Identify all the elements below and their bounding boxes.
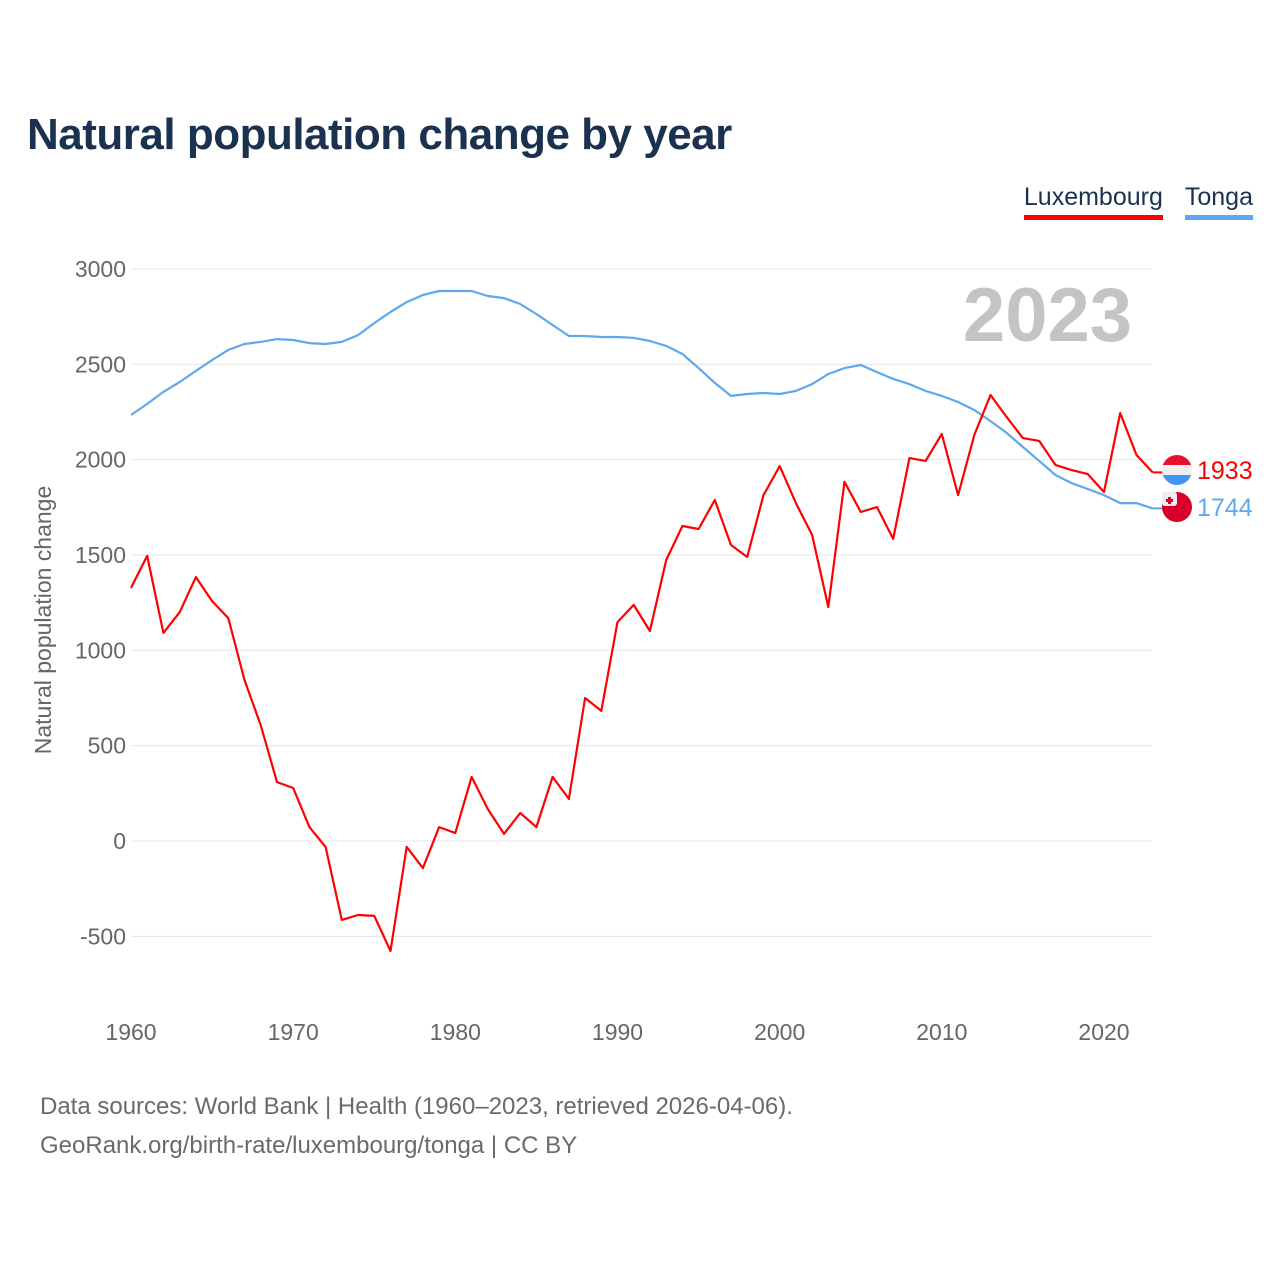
x-tick-label: 1970	[268, 1019, 319, 1045]
x-tick-label: 2020	[1078, 1019, 1129, 1045]
legend-tonga[interactable]: Tonga	[1184, 183, 1253, 220]
series-line-luxembourg	[130, 393, 1154, 953]
end-value-label: 1744	[1197, 494, 1253, 522]
x-tick-label: 2000	[754, 1019, 805, 1045]
x-tick-label: 1960	[105, 1019, 156, 1045]
y-tick-label: 1500	[75, 542, 126, 568]
flag-luxembourg-icon	[1162, 465, 1192, 475]
x-tick-label: 1980	[430, 1019, 481, 1045]
y-tick-label: 500	[88, 733, 126, 759]
x-tick-label: 2010	[916, 1019, 967, 1045]
flag-tonga-icon	[1166, 499, 1173, 502]
year-watermark: 2023	[963, 273, 1132, 358]
source-text: Data sources: World Bank | Health (1960–…	[40, 1093, 793, 1120]
y-axis-label: Natural population change	[30, 486, 56, 755]
x-tick-label: 1990	[592, 1019, 643, 1045]
flag-luxembourg-icon	[1162, 475, 1192, 485]
footer: Data sources: World Bank | Health (1960–…	[40, 1087, 793, 1165]
y-tick-label: 2500	[75, 351, 126, 377]
legend: Luxembourg Tonga	[1023, 183, 1253, 220]
legend-luxembourg[interactable]: Luxembourg	[1023, 183, 1163, 220]
chart-title: Natural population change by year	[27, 110, 732, 159]
flag-luxembourg-icon	[1162, 455, 1192, 465]
y-tick-label: 2000	[75, 447, 126, 473]
y-tick-label: 1000	[75, 637, 126, 663]
y-tick-label: -500	[80, 923, 126, 949]
y-tick-label: 0	[113, 828, 126, 854]
source-link[interactable]: GeoRank.org/birth-rate/luxembourg/tonga …	[40, 1132, 578, 1159]
end-value-label: 1933	[1197, 457, 1253, 485]
y-tick-label: 3000	[75, 256, 126, 282]
